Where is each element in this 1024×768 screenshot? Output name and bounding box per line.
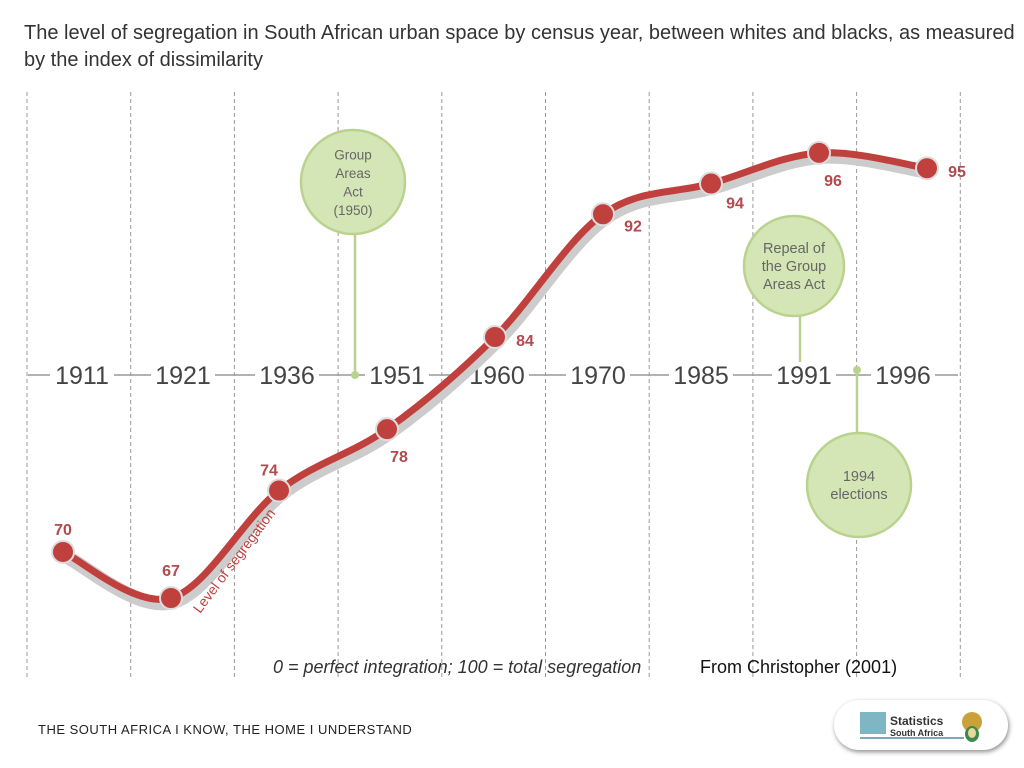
data-label: 67	[162, 563, 180, 580]
data-point	[483, 325, 507, 350]
data-point	[375, 417, 399, 442]
annotation-text: Repeal of	[763, 241, 826, 257]
annotation-text: elections	[830, 487, 887, 503]
logo-line2: South Africa	[890, 728, 944, 738]
tick-label-bg	[772, 360, 836, 390]
data-label: 92	[624, 218, 642, 235]
annotation-text: the Group	[762, 259, 827, 275]
x-tick-label: 1921	[155, 362, 211, 390]
x-tick-label: 1936	[259, 362, 315, 390]
tick-label-bg	[365, 360, 429, 390]
annotation-bubble	[742, 214, 846, 318]
footer-slogan: THE SOUTH AFRICA I KNOW, THE HOME I UNDE…	[38, 722, 413, 737]
data-label: 96	[824, 173, 842, 190]
annotation-dot	[853, 366, 861, 374]
x-tick-label: 1951	[369, 362, 425, 390]
data-point	[159, 586, 183, 610]
chart-title: The level of segregation in South Africa…	[24, 22, 1015, 71]
annotation-text: Group	[334, 147, 372, 162]
annotation-text: Areas	[335, 166, 371, 181]
data-label: 70	[54, 522, 72, 539]
tick-label-bg	[871, 360, 935, 390]
data-point	[51, 539, 75, 564]
tick-label-bg	[151, 360, 215, 390]
data-label: 95	[948, 164, 966, 181]
tick-label-bg	[255, 360, 319, 390]
data-point	[591, 202, 615, 227]
annotation-text: (1950)	[333, 203, 372, 218]
coat-of-arms-icon	[962, 712, 982, 742]
data-point	[915, 156, 939, 181]
annotation-text: 1994	[843, 469, 875, 485]
annotation-text: Act	[343, 184, 363, 199]
logo-line1: Statistics	[890, 714, 944, 728]
data-label: 78	[390, 449, 408, 466]
scale-note: 0 = perfect integration; 100 = total seg…	[273, 657, 642, 677]
line-chart: 1911 1921 1936 1951 1960 1970 1985 1991 1996Grou…	[26, 92, 966, 680]
data-label: 94	[726, 196, 744, 213]
tick-label-bg	[566, 360, 630, 390]
tick-label-bg	[50, 360, 114, 390]
data-label: 74	[260, 463, 278, 480]
annotation-bubble	[299, 128, 407, 236]
stats-sa-logo: Statistics South Africa	[834, 700, 1008, 750]
x-tick-label: 1970	[570, 362, 626, 390]
data-point	[267, 478, 291, 503]
annotation-dot	[351, 371, 359, 379]
logo-grid-icon	[860, 712, 964, 739]
tick-label-bg	[669, 360, 733, 390]
source-note: From Christopher (2001)	[700, 657, 898, 677]
x-tick-label: 1991	[776, 362, 832, 390]
annotation-text: Areas Act	[763, 277, 825, 293]
annotation-bubble	[805, 431, 913, 539]
data-point	[699, 171, 723, 196]
data-label: 84	[516, 333, 534, 350]
data-point	[807, 140, 831, 165]
x-tick-label: 1996	[875, 362, 931, 390]
x-tick-label: 1911	[55, 362, 109, 390]
x-tick-label: 1985	[673, 362, 729, 390]
